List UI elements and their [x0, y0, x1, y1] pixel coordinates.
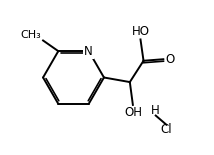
Text: CH₃: CH₃	[21, 30, 42, 40]
Text: H: H	[151, 104, 160, 117]
Text: Cl: Cl	[160, 123, 172, 136]
Text: OH: OH	[124, 106, 142, 119]
Text: N: N	[84, 45, 93, 58]
Text: O: O	[165, 53, 174, 66]
Text: HO: HO	[131, 25, 150, 38]
